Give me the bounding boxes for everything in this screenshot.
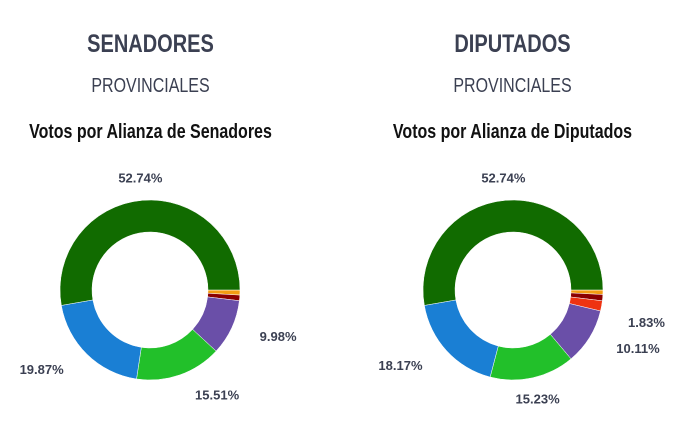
chart-title: Votos por Alianza de Senadores — [29, 121, 272, 143]
slice-label: 9.98% — [260, 329, 297, 344]
panel-title: SENADORES — [87, 30, 214, 58]
donut-slice[interactable] — [424, 299, 499, 378]
panel-title: DIPUTADOS — [454, 30, 571, 58]
panel-subtitle: PROVINCIALES — [453, 75, 572, 97]
slice-label: 52.74% — [118, 170, 163, 185]
chart-title: Votos por Alianza de Diputados — [392, 121, 633, 143]
slice-label: 15.23% — [516, 391, 561, 406]
donut-slice[interactable] — [59, 199, 241, 306]
slice-label: 15.51% — [195, 388, 240, 403]
slice-label: 18.17% — [378, 358, 423, 373]
slice-label: 52.74% — [481, 170, 526, 185]
donut-slice[interactable] — [422, 199, 604, 306]
donut-slice[interactable] — [61, 299, 142, 380]
slice-label: 10.11% — [616, 341, 660, 356]
slice-label: 1.83% — [628, 315, 665, 330]
panel-subtitle: PROVINCIALES — [91, 75, 210, 97]
slice-label: 19.87% — [20, 362, 65, 377]
